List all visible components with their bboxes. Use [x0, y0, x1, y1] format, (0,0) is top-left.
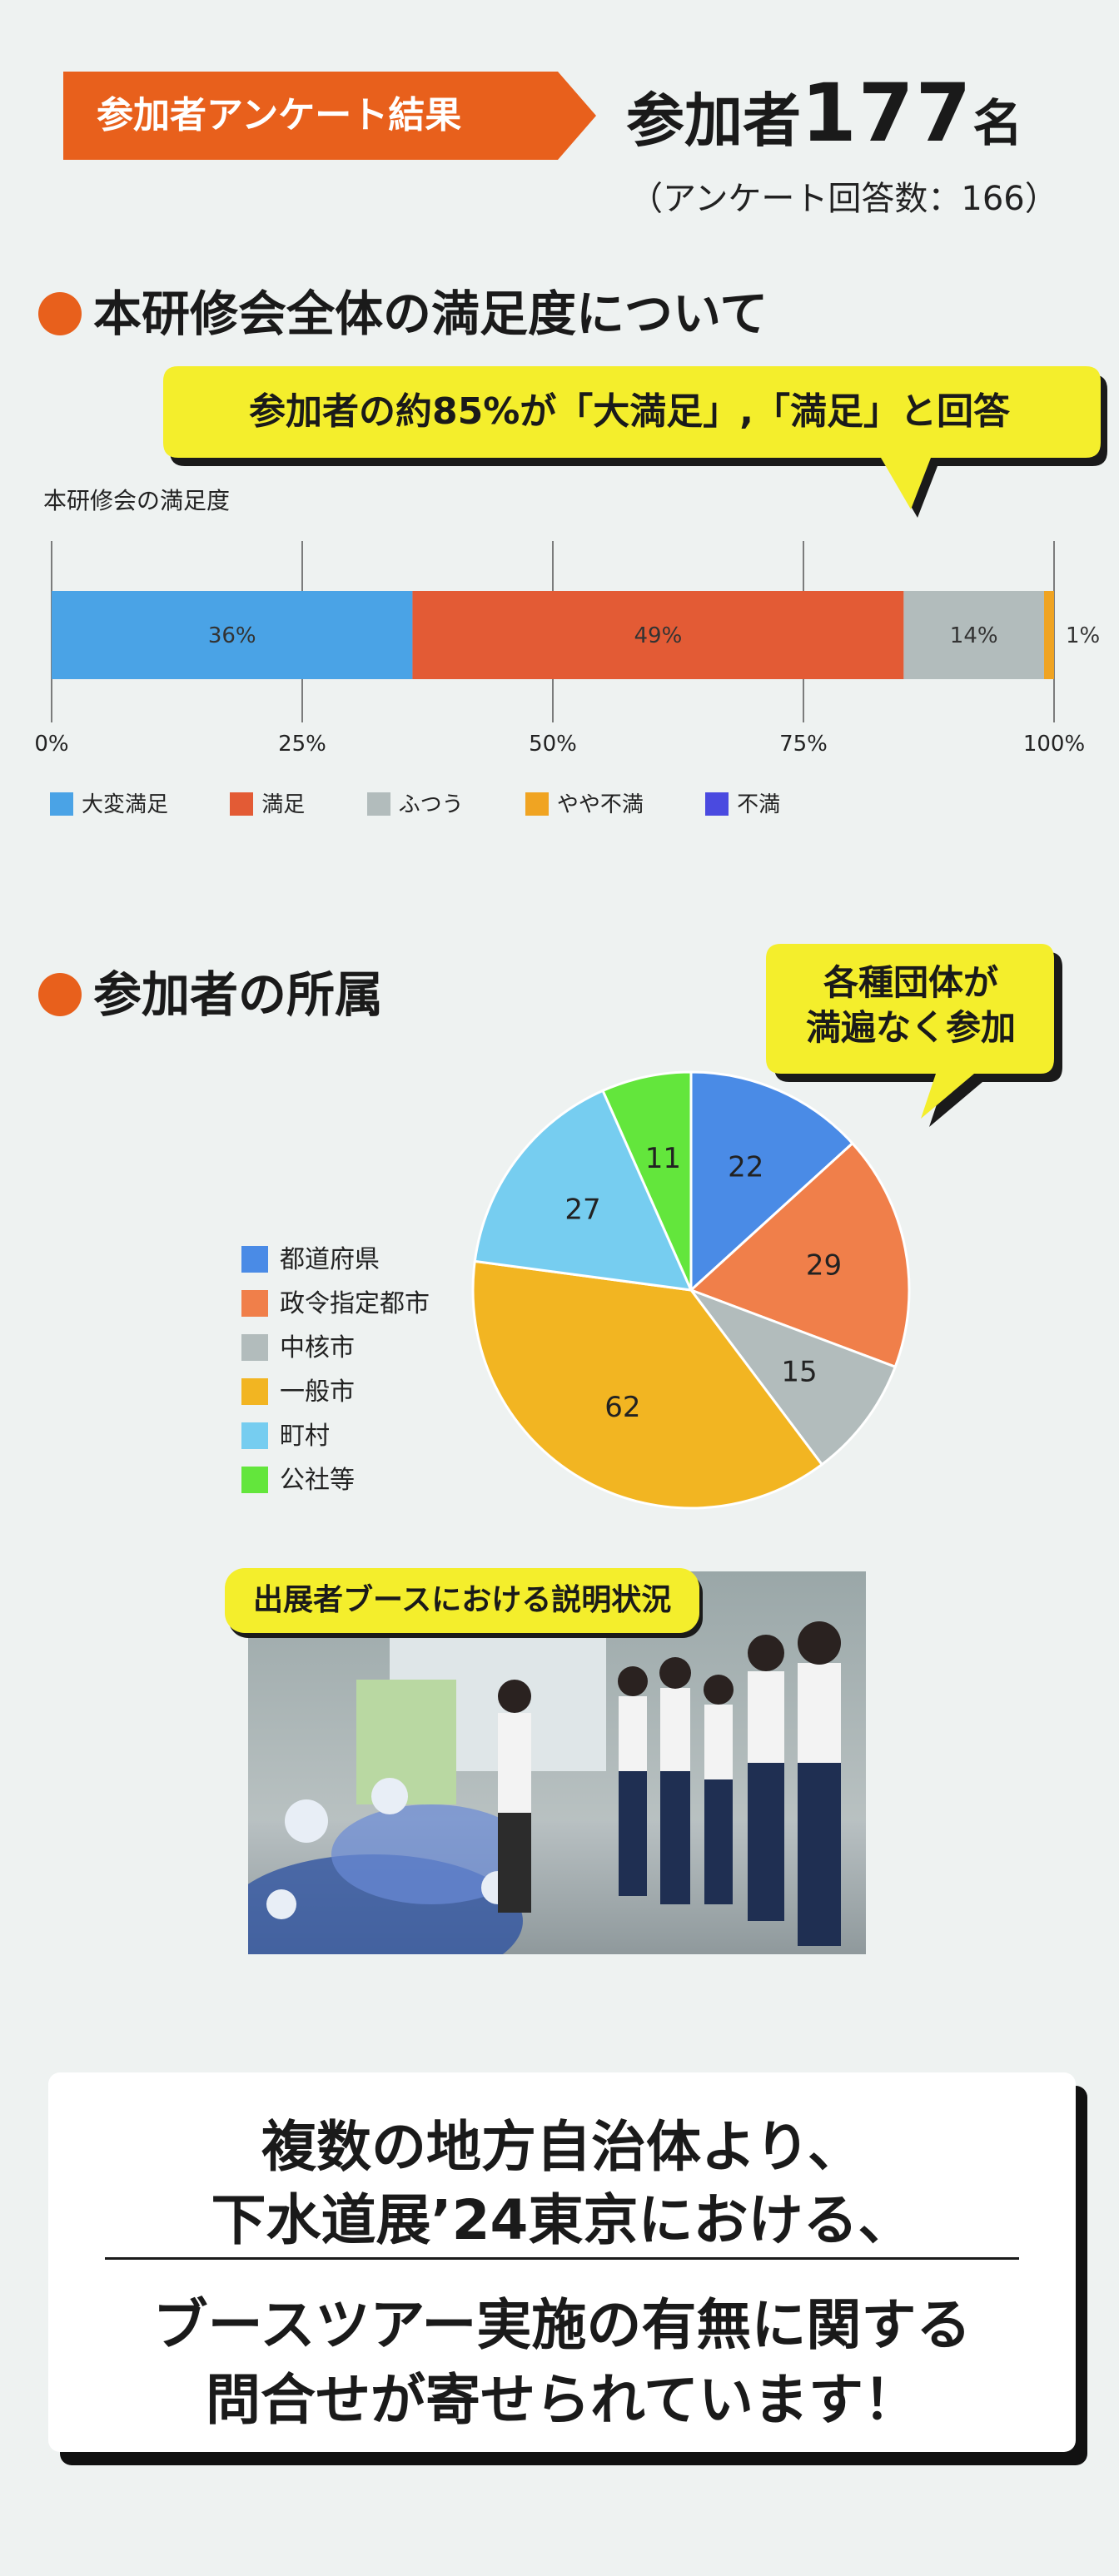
affiliation-callout-text: 各種団体が 満遍なく参加: [766, 960, 1056, 1050]
legend-label: ふつう: [398, 792, 464, 817]
affiliation-pie-chart: 22 29 15 62 27 11: [471, 1070, 911, 1510]
pie-data-label: 15: [781, 1355, 817, 1388]
x-tick-label: 100%: [1023, 732, 1085, 757]
callout-line-2: 満遍なく参加: [805, 1007, 1016, 1048]
bar-segment: [903, 591, 1044, 679]
legend-label: やや不満: [556, 792, 644, 817]
legend-swatch: [50, 792, 73, 816]
legend-label: 満足: [261, 792, 306, 817]
pie-data-label: 11: [645, 1142, 681, 1175]
pie-data-label: 62: [604, 1391, 640, 1424]
participants-label: 参加者: [626, 87, 801, 155]
legend-label: 不満: [737, 792, 781, 817]
legend-item-dissatisfied: 不満: [705, 787, 780, 818]
legend-label: 町村: [280, 1422, 330, 1451]
legend-item-satisfied: 満足: [230, 787, 305, 818]
x-tick-label: 25%: [278, 732, 326, 757]
satisfaction-bar-chart: 0% 25% 50% 75% 100% 36% 49% 14% 1%: [34, 541, 1100, 757]
participants-count: 177: [801, 67, 973, 160]
bar-segment: [52, 591, 413, 679]
message-line-4: 問合せが寄せられています！: [205, 2368, 919, 2432]
legend-label: 公社等: [280, 1466, 355, 1495]
pie-slice: [471, 1259, 824, 1510]
affiliation-heading-text: 参加者の所属: [93, 966, 384, 1023]
message-box: 複数の地方自治体より、 下水道展’24東京における、 ブースツアー実施の有無に関…: [48, 2072, 1076, 2452]
participants-unit: 名: [972, 95, 1023, 153]
photo-caption: 出展者ブースにおける説明状況: [225, 1568, 700, 1633]
callout-line-1: 各種団体が: [823, 962, 998, 1003]
legend-item-core-cities: 中核市: [241, 1327, 430, 1371]
legend-item-neutral: ふつう: [366, 787, 464, 818]
legend-swatch: [241, 1378, 268, 1405]
legend-swatch: [241, 1334, 268, 1361]
bar-chart-title: 本研修会の満足度: [43, 487, 231, 514]
legend-swatch: [230, 792, 254, 816]
pie-slice: [689, 1070, 854, 1293]
pie-slice: [473, 1089, 694, 1292]
pie-data-label: 29: [806, 1248, 842, 1282]
x-tick-label: 75%: [779, 732, 828, 757]
satisfaction-heading-text: 本研修会全体の満足度について: [93, 285, 768, 342]
legend-item-towns-villages: 町村: [241, 1415, 430, 1459]
legend-item-public-corporations: 公社等: [241, 1459, 430, 1503]
legend-label: 政令指定都市: [280, 1289, 430, 1318]
message-line-3: ブースツアー実施の有無に関する: [152, 2293, 972, 2357]
message-line-2: 下水道展’24東京における、: [211, 2188, 913, 2252]
legend-item-general-cities: 一般市: [241, 1371, 430, 1415]
legend-item-somewhat-dissatisfied: やや不満: [525, 787, 644, 818]
pie-slice: [689, 1141, 911, 1369]
bar-data-label: 1%: [1066, 623, 1100, 648]
bar-segment: [1043, 591, 1054, 679]
legend-item-prefectures: 都道府県: [241, 1238, 430, 1283]
legend-label: 都道府県: [280, 1245, 380, 1274]
message-line-1: 複数の地方自治体より、: [261, 2115, 863, 2179]
bullet-dot: [38, 292, 82, 335]
affiliation-callout: 各種団体が 満遍なく参加: [766, 944, 1066, 1127]
satisfaction-heading: 本研修会全体の満足度について: [38, 275, 768, 345]
satisfaction-callout: 参加者の約85%が「大満足」,「満足」と回答: [163, 366, 1112, 524]
legend-swatch: [705, 792, 729, 816]
satisfaction-callout-text: 参加者の約85%が「大満足」,「満足」と回答: [248, 390, 1011, 433]
legend-swatch: [366, 792, 390, 816]
legend-label: 大変満足: [82, 792, 169, 817]
bar-data-label: 49%: [634, 623, 683, 648]
pie-data-label: 27: [564, 1194, 600, 1227]
message-divider: [105, 2257, 1019, 2260]
survey-results-banner: 参加者アンケート結果: [63, 72, 596, 160]
participants-total: 参加者177名: [626, 67, 1022, 160]
legend-label: 一般市: [280, 1377, 355, 1407]
pie-data-label: 22: [728, 1150, 763, 1184]
legend-swatch: [241, 1422, 268, 1449]
satisfaction-legend: 大変満足 満足 ふつう やや不満 不満: [50, 787, 835, 818]
bar-segment: [412, 591, 904, 679]
pie-slice: [601, 1070, 693, 1291]
bullet-dot: [38, 973, 82, 1016]
banner-label: 参加者アンケート結果: [97, 94, 462, 136]
legend-swatch: [525, 792, 549, 816]
responses-note: （アンケート回答数：166）: [629, 180, 1058, 218]
x-tick-label: 0%: [34, 732, 68, 757]
bar-data-label: 14%: [950, 623, 998, 648]
affiliation-heading: 参加者の所属: [38, 955, 383, 1025]
legend-item-designated-cities: 政令指定都市: [241, 1283, 430, 1327]
legend-swatch: [241, 1290, 268, 1317]
bar-data-label: 36%: [208, 623, 256, 648]
affiliation-legend: 都道府県 政令指定都市 中核市 一般市 町村 公社等: [241, 1238, 430, 1503]
legend-label: 中核市: [280, 1333, 355, 1362]
legend-item-very-satisfied: 大変満足: [50, 787, 168, 818]
legend-swatch: [241, 1467, 268, 1493]
x-tick-label: 50%: [529, 732, 577, 757]
pie-slice: [687, 1287, 898, 1467]
legend-swatch: [241, 1246, 268, 1273]
